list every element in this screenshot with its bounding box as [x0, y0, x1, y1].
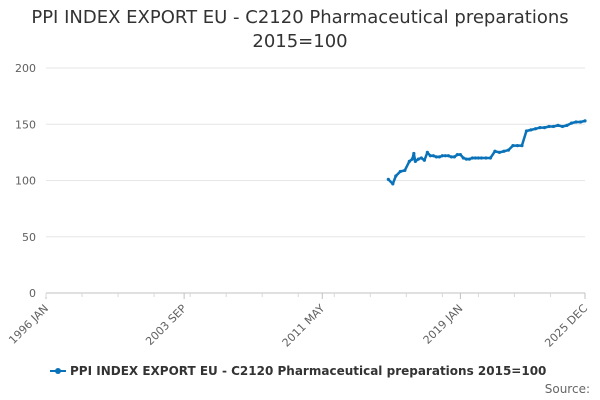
data-point — [583, 119, 587, 123]
chart-title-line-1: PPI INDEX EXPORT EU - C2120 Pharmaceutic… — [31, 7, 569, 28]
data-point — [443, 154, 447, 158]
source-label: Source: — [544, 382, 590, 396]
data-point — [422, 158, 426, 162]
legend-series-label: PPI INDEX EXPORT EU - C2120 Pharmaceutic… — [70, 364, 547, 378]
y-tick-label-100: 100 — [15, 175, 36, 188]
data-point — [403, 168, 407, 172]
data-point — [394, 174, 398, 178]
x-tick-label-0: 1996 JAN — [6, 302, 51, 347]
data-point — [428, 154, 432, 158]
data-point — [386, 177, 390, 181]
data-point — [434, 155, 438, 159]
data-point — [560, 124, 565, 129]
data-point — [413, 159, 417, 163]
data-point — [574, 120, 578, 124]
data-point — [533, 127, 538, 131]
data-point — [416, 157, 420, 161]
data-point — [398, 169, 402, 174]
data-point — [538, 126, 542, 130]
data-point — [565, 123, 569, 127]
data-point — [488, 156, 493, 160]
data-point — [506, 148, 511, 152]
data-point — [524, 129, 529, 133]
data-point — [410, 157, 414, 161]
series-line-0 — [387, 119, 587, 186]
data-point — [419, 156, 423, 160]
data-point — [455, 153, 459, 157]
data-point — [502, 149, 506, 153]
data-point — [452, 155, 456, 159]
data-point — [569, 121, 574, 125]
legend-line-marker-icon — [50, 368, 66, 374]
data-point — [515, 144, 520, 148]
chart-title: PPI INDEX EXPORT EU - C2120 Pharmaceutic… — [0, 6, 600, 54]
data-point — [470, 156, 474, 160]
data-point — [446, 154, 450, 158]
data-point — [547, 124, 551, 129]
data-point — [464, 157, 468, 161]
data-point — [412, 151, 416, 156]
data-point — [437, 155, 441, 159]
y-tick-label-200: 200 — [15, 62, 36, 75]
y-tick-label-150: 150 — [15, 118, 36, 131]
data-point — [461, 156, 465, 160]
data-point — [529, 128, 533, 132]
data-point — [484, 156, 488, 160]
data-point — [440, 154, 444, 158]
data-point — [497, 150, 502, 154]
y-tick-label-0: 0 — [29, 287, 36, 300]
x-tick-label-3: 2019 JAN — [421, 302, 466, 347]
data-point — [449, 155, 453, 159]
y-tick-label-50: 50 — [22, 231, 36, 244]
data-point — [511, 144, 515, 148]
data-point — [458, 153, 462, 157]
data-point — [476, 156, 481, 160]
data-point — [493, 149, 497, 153]
data-point — [520, 144, 524, 148]
data-point — [407, 159, 411, 163]
data-point — [556, 123, 560, 127]
data-point — [391, 182, 395, 186]
data-point — [578, 120, 583, 124]
x-tick-label-2: 2011 MAY — [280, 302, 328, 350]
data-point — [551, 124, 556, 129]
data-point — [425, 150, 429, 154]
x-tick-label-1: 2003 SEP — [143, 302, 189, 348]
x-tick-label-4: 2025 DEC — [542, 302, 590, 350]
data-point — [479, 156, 484, 160]
data-point — [542, 126, 547, 130]
data-point — [473, 156, 477, 160]
data-point — [467, 157, 471, 161]
chart-title-line-2: 2015=100 — [252, 31, 348, 52]
data-point — [431, 154, 435, 158]
legend[interactable]: PPI INDEX EXPORT EU - C2120 Pharmaceutic… — [50, 364, 546, 378]
